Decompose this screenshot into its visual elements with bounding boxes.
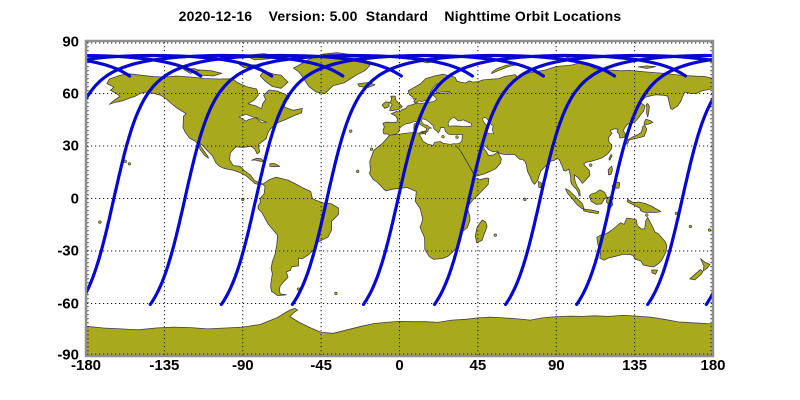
island-hokkaido (643, 118, 654, 126)
land-polygon-antarctica (86, 308, 713, 356)
land-polygon-eurasia_africa (368, 62, 713, 260)
island-dot (356, 169, 360, 173)
x-axis-tick-label: 0 (395, 357, 404, 374)
sea-overlay-mediterranean_east (419, 118, 463, 146)
island-dot (589, 163, 593, 167)
orbit-track (219, 53, 545, 306)
x-axis-tick-label: 90 (547, 357, 565, 374)
island-australia (596, 217, 668, 268)
sea-overlay-black_sea (447, 117, 473, 127)
plot-title: 2020-12-16 Version: 5.00 Standard Nightt… (178, 8, 622, 24)
island-hispaniola (269, 163, 281, 168)
island-dot (707, 228, 712, 232)
island-ireland (381, 101, 390, 109)
orbit-track (290, 53, 617, 306)
plot-frame (84, 39, 715, 358)
island-dot (349, 129, 353, 133)
island-sakhalin (645, 103, 650, 118)
y-axis-tick-label: 90 (62, 33, 79, 51)
y-axis-tick-label: 30 (62, 137, 79, 155)
y-axis-tick-label: 60 (62, 85, 79, 102)
island-java (582, 208, 600, 214)
land-polygon-south_america (257, 176, 339, 296)
island-dot (441, 135, 445, 139)
y-axis-tick-label: -90 (57, 346, 79, 364)
y-axis-tick-label: -30 (57, 242, 79, 260)
island-dot (688, 224, 693, 229)
x-axis-tick-label: -45 (310, 357, 332, 374)
island-taiwan (608, 154, 613, 161)
orbit-track (646, 95, 713, 306)
x-axis-tick-label: 180 (700, 357, 726, 374)
orbit-track (148, 53, 474, 306)
island-dot (523, 197, 527, 201)
orbit-track (361, 53, 688, 306)
orbit-track (704, 289, 713, 306)
island-dot (455, 135, 459, 139)
island-great_britain (389, 95, 403, 112)
island-sicily (420, 131, 427, 135)
orbit-track (575, 57, 713, 306)
island-dot (127, 162, 132, 166)
x-axis-tick-label: -90 (231, 357, 254, 374)
y-axis-tick-label: 0 (70, 190, 79, 207)
island-tasmania (651, 269, 658, 275)
x-axis-tick-label: -180 (70, 357, 102, 374)
island-nz_south (689, 269, 704, 281)
orbit-track (86, 53, 345, 103)
orbit-track (433, 53, 713, 306)
island-borneo (588, 189, 608, 205)
island-baffin (259, 70, 289, 89)
x-axis-tick-label: 45 (469, 357, 487, 374)
island-dot (493, 233, 497, 237)
y-axis-tick-label: -60 (57, 295, 79, 312)
island-sri_lanka (538, 180, 543, 189)
island-madagascar (474, 219, 488, 244)
island-luzon (607, 165, 613, 176)
land-polygon-north_america (106, 73, 303, 185)
sea-overlay-great_lakes (238, 113, 267, 124)
island-dot (334, 291, 338, 296)
orbit-track (86, 53, 403, 297)
island-nz_north (700, 258, 711, 272)
x-axis-tick-label: -135 (149, 357, 180, 374)
x-axis-tick-label: 135 (622, 357, 648, 374)
orbit-track (504, 53, 713, 306)
island-new_guinea (626, 199, 662, 213)
island-dot (98, 220, 102, 224)
island-sumatra (565, 188, 585, 210)
island-dot (645, 213, 649, 217)
island-new_siberian (637, 65, 656, 69)
island-dot (370, 147, 374, 151)
